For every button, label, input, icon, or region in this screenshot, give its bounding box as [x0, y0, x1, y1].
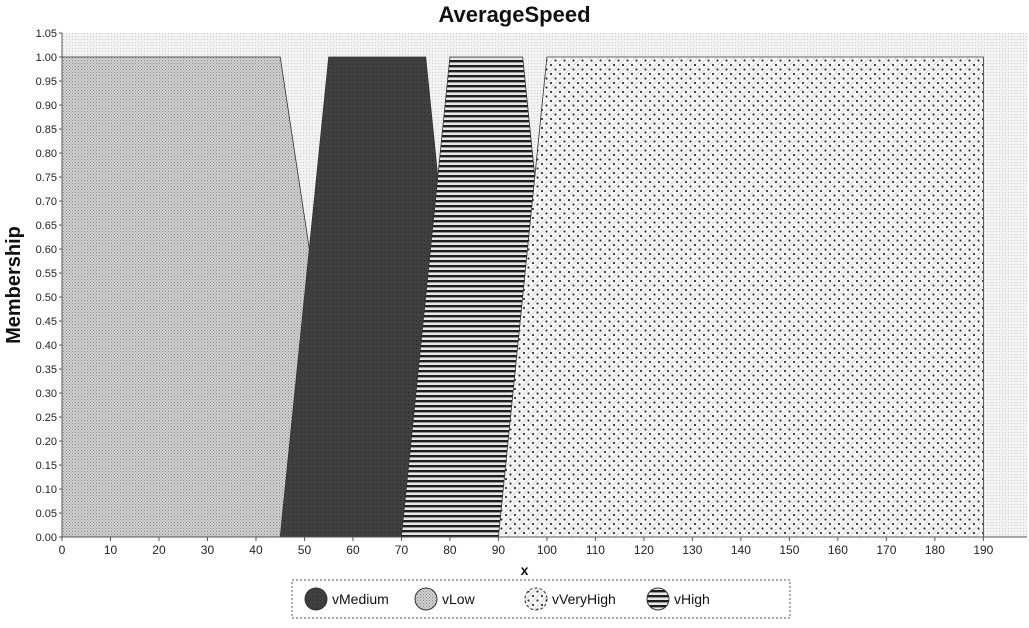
x-tick-label: 20	[152, 543, 166, 557]
chart-title: AverageSpeed	[438, 2, 591, 27]
y-tick-label: 0.15	[36, 460, 57, 472]
x-tick-label: 70	[395, 543, 409, 557]
x-tick-label: 130	[682, 543, 702, 557]
y-tick-label: 0.90	[36, 100, 57, 112]
x-tick-label: 10	[104, 543, 118, 557]
y-tick-label: 0.50	[36, 292, 57, 304]
y-tick-label: 0.35	[36, 364, 57, 376]
legend-swatch-vMedium	[304, 587, 328, 611]
y-tick-label: 0.55	[36, 268, 57, 280]
y-tick-label: 0.25	[36, 412, 57, 424]
x-tick-label: 120	[634, 543, 654, 557]
legend-label-vMedium: vMedium	[332, 591, 389, 607]
x-axis-label: x	[521, 562, 529, 578]
legend-swatch-vLow	[414, 587, 438, 611]
legend-swatch-vVeryHigh	[524, 587, 548, 611]
y-tick-label: 0.30	[36, 388, 57, 400]
x-tick-label: 170	[876, 543, 896, 557]
y-tick-label: 0.65	[36, 220, 57, 232]
y-tick-label: 0.85	[36, 124, 57, 136]
x-tick-label: 40	[249, 543, 263, 557]
legend-label-vVeryHigh: vVeryHigh	[552, 591, 616, 607]
x-tick-label: 110	[586, 543, 605, 557]
legend-swatch-vHigh	[646, 587, 670, 611]
x-tick-label: 80	[443, 543, 457, 557]
y-tick-label: 1.00	[36, 52, 57, 64]
y-tick-label: 0.95	[36, 76, 57, 88]
x-tick-label: 0	[59, 543, 66, 557]
x-tick-label: 140	[731, 543, 751, 557]
y-tick-label: 0.20	[36, 436, 57, 448]
x-tick-label: 50	[298, 543, 312, 557]
y-tick-label: 0.60	[36, 244, 57, 256]
y-tick-label: 0.45	[36, 316, 57, 328]
y-tick-label: 0.00	[36, 532, 57, 544]
y-tick-label: 1.05	[36, 28, 57, 40]
y-tick-label: 0.40	[36, 340, 57, 352]
x-tick-label: 190	[973, 543, 993, 557]
y-tick-label: 0.10	[36, 484, 57, 496]
y-tick-label: 0.70	[36, 196, 57, 208]
x-tick-label: 60	[346, 543, 360, 557]
x-tick-label: 180	[925, 543, 945, 557]
y-tick-label: 0.05	[36, 508, 57, 520]
x-tick-label: 90	[492, 543, 506, 557]
legend-label-vHigh: vHigh	[674, 591, 710, 607]
y-axis-label: Membership	[3, 226, 25, 344]
x-tick-label: 30	[201, 543, 215, 557]
y-tick-label: 0.80	[36, 148, 57, 160]
y-tick-label: 0.75	[36, 172, 57, 184]
series-vVeryHigh	[497, 56, 984, 538]
x-tick-label: 160	[828, 543, 848, 557]
legend-label-vLow: vLow	[442, 591, 476, 607]
x-tick-label: 150	[779, 543, 799, 557]
x-tick-label: 100	[537, 543, 557, 557]
